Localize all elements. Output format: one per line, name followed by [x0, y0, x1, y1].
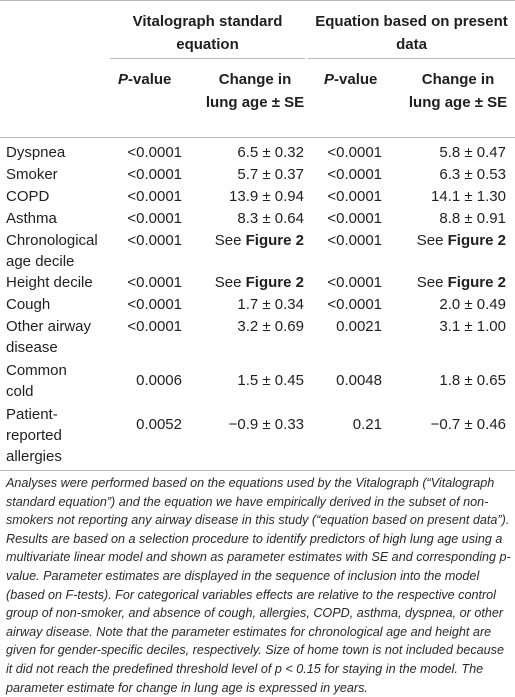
change-vitalograph: 6.5 ± 0.32: [237, 144, 304, 161]
row-label: Cough: [6, 296, 51, 313]
bottom-rule: [0, 470, 515, 471]
p-value-vitalograph: 0.0052: [136, 416, 182, 433]
p-value-present: 0.21: [352, 416, 382, 433]
p-value-present: <0.0001: [327, 144, 382, 161]
change-vitalograph: 3.2 ± 0.69: [237, 318, 304, 335]
group-header-vitalograph: Vitalograph standard equation: [132, 13, 283, 53]
p-value-present: 0.0048: [336, 372, 382, 389]
p-value-vitalograph: <0.0001: [127, 144, 182, 161]
p-value-vitalograph: 0.0006: [136, 372, 182, 389]
row-label: Height decile: [6, 274, 93, 291]
change-vitalograph: 5.7 ± 0.37: [237, 166, 304, 183]
row-label: COPD: [6, 188, 50, 205]
group-header-present-data: Equation based on present data: [315, 13, 508, 53]
see-prefix: See: [416, 274, 448, 291]
change-present: 2.0 ± 0.49: [439, 296, 506, 313]
pvalue-rest: -value: [128, 71, 172, 88]
p-value-vitalograph: <0.0001: [127, 318, 182, 335]
group-underline-1: [110, 58, 305, 59]
change-vitalograph: 13.9 ± 0.94: [229, 188, 304, 205]
change-present: 8.8 ± 0.91: [439, 210, 506, 227]
change-present: 1.8 ± 0.65: [439, 372, 506, 389]
row-label: Dyspnea: [6, 144, 66, 161]
see-prefix: See: [416, 232, 448, 249]
group-underline-2: [308, 58, 515, 59]
p-value-vitalograph: <0.0001: [127, 232, 182, 249]
row-label: Asthma: [6, 210, 57, 227]
figure-reference: Figure 2: [245, 274, 304, 291]
p-value-vitalograph: <0.0001: [127, 166, 182, 183]
change-present: See Figure 2: [396, 230, 506, 252]
change-vitalograph: 1.7 ± 0.34: [237, 296, 304, 313]
p-value-present: <0.0001: [327, 210, 382, 227]
change-vitalograph: −0.9 ± 0.33: [228, 416, 304, 433]
p-value-vitalograph: <0.0001: [127, 188, 182, 205]
change-vitalograph: 1.5 ± 0.45: [237, 372, 304, 389]
col-header-change-1: Change in lung age ± SE: [205, 71, 305, 111]
top-rule: [0, 0, 515, 1]
figure-reference: Figure 2: [447, 274, 506, 291]
p-value-present: <0.0001: [327, 232, 382, 249]
figure-reference: Figure 2: [245, 232, 304, 249]
header-rule: [0, 137, 515, 138]
change-present: 3.1 ± 1.00: [439, 318, 506, 335]
p-value-vitalograph: <0.0001: [127, 210, 182, 227]
change-vitalograph: See Figure 2: [194, 230, 304, 252]
row-label: Patient-reported allergies: [6, 406, 62, 465]
change-present: 5.8 ± 0.47: [439, 144, 506, 161]
p-value-vitalograph: <0.0001: [127, 274, 182, 291]
pvalue-italic: P: [118, 71, 129, 88]
col-header-pvalue-2: P-value: [308, 68, 404, 91]
p-value-present: <0.0001: [327, 166, 382, 183]
row-label: Other airway disease: [6, 318, 92, 356]
p-value-present: 0.0021: [336, 318, 382, 335]
change-vitalograph: See Figure 2: [194, 272, 304, 294]
p-value-present: <0.0001: [327, 188, 382, 205]
figure-reference: Figure 2: [447, 232, 506, 249]
pvalue-italic: P: [324, 71, 335, 88]
change-present: 14.1 ± 1.30: [431, 188, 506, 205]
change-present: 6.3 ± 0.53: [439, 166, 506, 183]
change-present: See Figure 2: [396, 272, 506, 294]
p-value-present: <0.0001: [327, 296, 382, 313]
col-header-pvalue-1: P-value: [110, 68, 198, 91]
row-label: Smoker: [6, 166, 58, 183]
see-prefix: See: [214, 232, 246, 249]
pvalue-rest: -value: [334, 71, 378, 88]
see-prefix: See: [214, 274, 246, 291]
col-header-change-2: Change in lung age ± SE: [408, 71, 508, 111]
p-value-vitalograph: <0.0001: [127, 296, 182, 313]
row-label: Common cold: [6, 362, 67, 400]
table-footnote: Analyses were performed based on the equ…: [6, 476, 511, 695]
p-value-present: <0.0001: [327, 274, 382, 291]
change-vitalograph: 8.3 ± 0.64: [237, 210, 304, 227]
row-label: Chronological age decile: [6, 232, 98, 270]
change-present: −0.7 ± 0.46: [430, 416, 506, 433]
